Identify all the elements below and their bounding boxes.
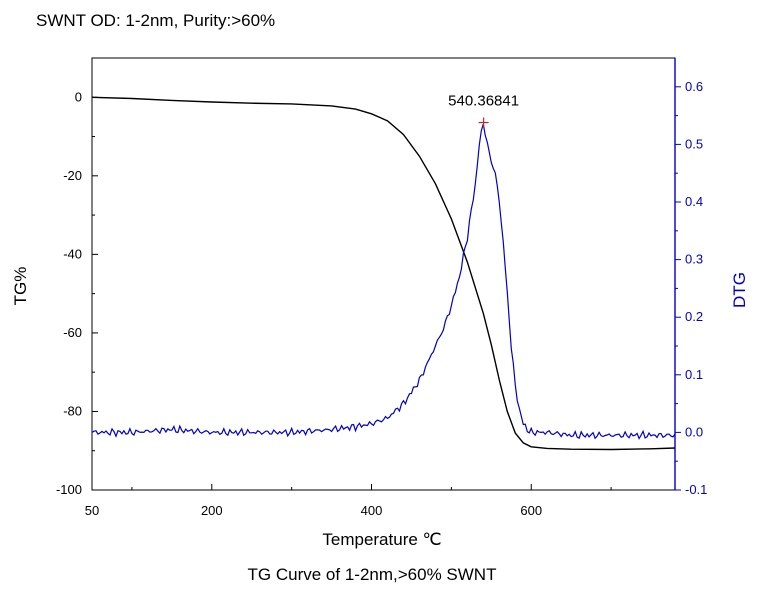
y-right-tick-label: 0.3 [685, 252, 703, 267]
chart-subtitle: SWNT OD: 1-2nm, Purity:>60% [36, 11, 275, 30]
y-right-tick-label: 0.5 [685, 136, 703, 151]
x-tick-label: 50 [85, 503, 99, 518]
y-right-tick-label: -0.1 [685, 482, 707, 497]
y-left-tick-label: -100 [56, 482, 82, 497]
left-axis-ticks: 0 -20 -40 -60 -80 -100 [56, 89, 98, 497]
peak-annotation-label: 540.36841 [448, 93, 519, 110]
series-line-dtg [91, 123, 676, 440]
x-tick-label: 200 [201, 503, 223, 518]
y-left-tick-label: 0 [75, 89, 82, 104]
right-axis-ticks: 0.6 0.5 0.4 0.3 0.2 0.1 0.0 -0.1 [675, 79, 707, 497]
y-left-tick-label: -40 [63, 246, 82, 261]
series-line-tg [91, 96, 676, 451]
x-tick-label: 600 [520, 503, 542, 518]
peak-marker [478, 117, 489, 128]
bottom-axis-ticks: 50 200 400 600 [85, 484, 612, 518]
y-left-tick-label: -80 [63, 403, 82, 418]
y-right-tick-label: 0.6 [685, 79, 703, 94]
y-right-tick-label: 0.1 [685, 367, 703, 382]
y-right-tick-label: 0.0 [685, 424, 703, 439]
y-axis-title-right: DTG [730, 272, 749, 308]
x-tick-label: 400 [361, 503, 383, 518]
y-left-tick-label: -20 [63, 168, 82, 183]
y-right-tick-label: 0.4 [685, 194, 703, 209]
y-right-tick-label: 0.2 [685, 309, 703, 324]
chart-title: TG Curve of 1-2nm,>60% SWNT [248, 565, 497, 584]
y-axis-title-left: TG% [11, 267, 30, 306]
x-axis-title: Temperature ℃ [322, 530, 441, 549]
y-left-tick-label: -60 [63, 325, 82, 340]
